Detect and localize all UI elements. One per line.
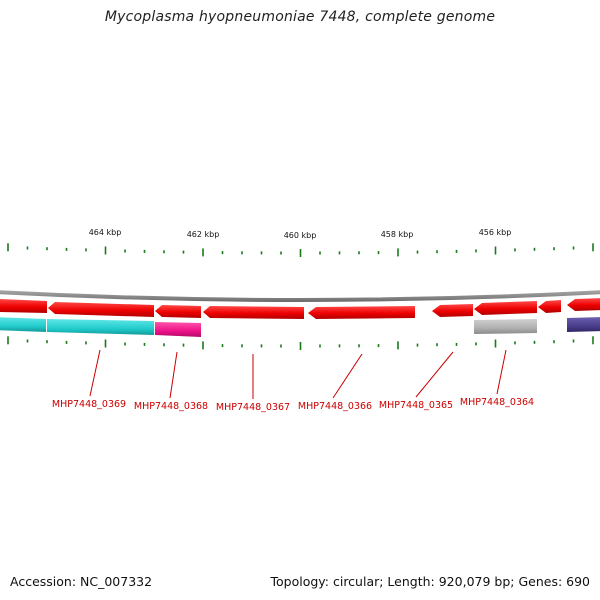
scale-label-456: 456 kbp — [479, 228, 512, 237]
gene-label-0366[interactable]: MHP7448_0366 — [298, 401, 372, 412]
gene-arrow-0365[interactable] — [432, 304, 473, 317]
gene-label-0364[interactable]: MHP7448_0364 — [460, 397, 534, 408]
gene-label-0368[interactable]: MHP7448_0368 — [134, 401, 208, 412]
feature-block-magenta[interactable] — [155, 322, 201, 337]
page-title: Mycoplasma hyopneumoniae 7448, complete … — [104, 9, 496, 25]
scale-label-464: 464 kbp — [89, 228, 122, 237]
feature-block-gray[interactable] — [474, 319, 537, 334]
genome-summary: Topology: circular; Length: 920,079 bp; … — [270, 574, 591, 589]
gene-arrow-0366[interactable] — [308, 306, 415, 319]
gene-labels: MHP7448_0369 MHP7448_0368 MHP7448_0367 M… — [52, 349, 534, 413]
scale-label-460: 460 kbp — [284, 231, 317, 240]
gene-arrow-0368[interactable] — [155, 305, 201, 318]
scale-labels: 464 kbp 462 kbp 460 kbp 458 kbp 456 kbp — [89, 228, 512, 240]
gene-label-0369[interactable]: MHP7448_0369 — [52, 399, 126, 410]
feature-block-cyan-1[interactable] — [0, 317, 46, 332]
gene-arrow-right-edge[interactable] — [567, 298, 600, 311]
accession-label: Accession: NC_007332 — [10, 574, 153, 589]
leader-line-0364 — [496, 349, 507, 395]
gene-arrow-0369[interactable] — [48, 302, 154, 317]
gene-label-0367[interactable]: MHP7448_0367 — [216, 402, 290, 413]
feature-track — [0, 317, 600, 337]
feature-block-purple[interactable] — [567, 317, 600, 332]
gene-arrow-0364[interactable] — [474, 301, 537, 315]
scale-label-458: 458 kbp — [381, 230, 414, 239]
feature-block-cyan-2[interactable] — [47, 319, 154, 335]
outer-tick-ring — [7, 243, 594, 257]
gene-label-0365[interactable]: MHP7448_0365 — [379, 400, 453, 411]
inner-tick-ring — [7, 336, 594, 350]
leader-line-0366 — [332, 353, 363, 399]
leader-line-0368 — [169, 351, 178, 399]
gene-arrow-small[interactable] — [538, 300, 561, 313]
gene-arrow-left-edge[interactable] — [0, 299, 47, 313]
leader-line-0365 — [415, 351, 454, 398]
leader-line-0369 — [89, 349, 101, 397]
gene-track — [0, 298, 600, 319]
scale-label-462: 462 kbp — [187, 230, 220, 239]
genome-backbone — [0, 290, 600, 302]
gene-arrow-0367[interactable] — [203, 306, 304, 319]
